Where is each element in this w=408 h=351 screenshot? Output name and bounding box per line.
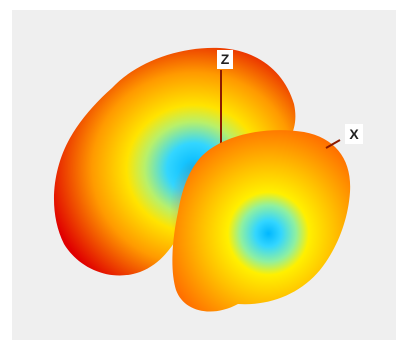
rear-lobe: [53, 47, 296, 276]
z-axis-label: Z: [221, 51, 230, 67]
front-lobe: [172, 130, 351, 312]
x-label-box: [345, 124, 363, 144]
x-axis-line: [325, 139, 341, 149]
x-axis-label: X: [349, 126, 359, 142]
z-label-box: [217, 50, 233, 69]
